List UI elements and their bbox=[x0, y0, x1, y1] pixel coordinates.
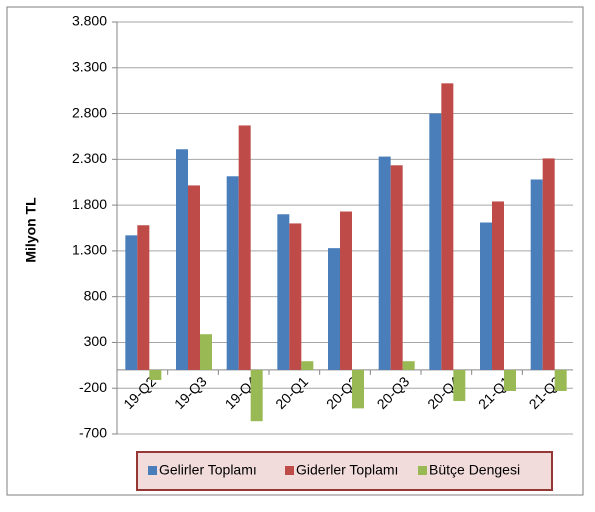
legend-label: Bütçe Dengesi bbox=[429, 462, 520, 478]
bar bbox=[453, 369, 466, 402]
y-tick-label: 3.800 bbox=[72, 13, 107, 29]
bar bbox=[289, 223, 302, 370]
bar bbox=[200, 334, 212, 370]
legend-swatch bbox=[148, 466, 157, 475]
bar bbox=[378, 156, 391, 370]
bar bbox=[492, 201, 504, 370]
bar bbox=[176, 149, 188, 370]
legend-swatch bbox=[285, 466, 294, 475]
legend-label: Giderler Toplamı bbox=[296, 462, 398, 478]
bar bbox=[226, 176, 239, 370]
y-axis-label: Milyon TL bbox=[23, 197, 39, 263]
bar bbox=[125, 235, 138, 370]
y-tick-label: 3.300 bbox=[72, 58, 107, 74]
bar bbox=[480, 222, 492, 370]
bar bbox=[188, 185, 200, 370]
bar bbox=[402, 361, 415, 370]
legend-swatch bbox=[418, 466, 427, 475]
bar bbox=[238, 125, 251, 370]
bar bbox=[149, 369, 162, 380]
legend-label: Gelirler Toplamı bbox=[159, 462, 257, 478]
y-tick-label: 300 bbox=[84, 333, 108, 349]
y-tick-label: 2.800 bbox=[72, 104, 107, 120]
bar bbox=[328, 248, 340, 370]
bar bbox=[137, 225, 150, 370]
bar bbox=[340, 211, 352, 370]
bar bbox=[250, 369, 263, 422]
bar bbox=[301, 361, 314, 370]
bar bbox=[441, 83, 454, 370]
y-tick-label: 1.300 bbox=[72, 242, 107, 258]
y-tick-label: 1.800 bbox=[72, 196, 107, 212]
y-tick-label: -700 bbox=[79, 425, 107, 441]
bar bbox=[530, 179, 543, 370]
y-tick-label: -200 bbox=[79, 379, 107, 395]
legend-box bbox=[136, 451, 553, 491]
bar bbox=[504, 369, 516, 391]
bar bbox=[390, 165, 403, 370]
bar bbox=[429, 113, 442, 370]
bar bbox=[277, 214, 290, 370]
y-tick-label: 2.300 bbox=[72, 150, 107, 166]
bar bbox=[554, 369, 567, 391]
bar bbox=[542, 158, 555, 370]
y-tick-label: 800 bbox=[84, 287, 108, 303]
bar bbox=[352, 369, 364, 409]
